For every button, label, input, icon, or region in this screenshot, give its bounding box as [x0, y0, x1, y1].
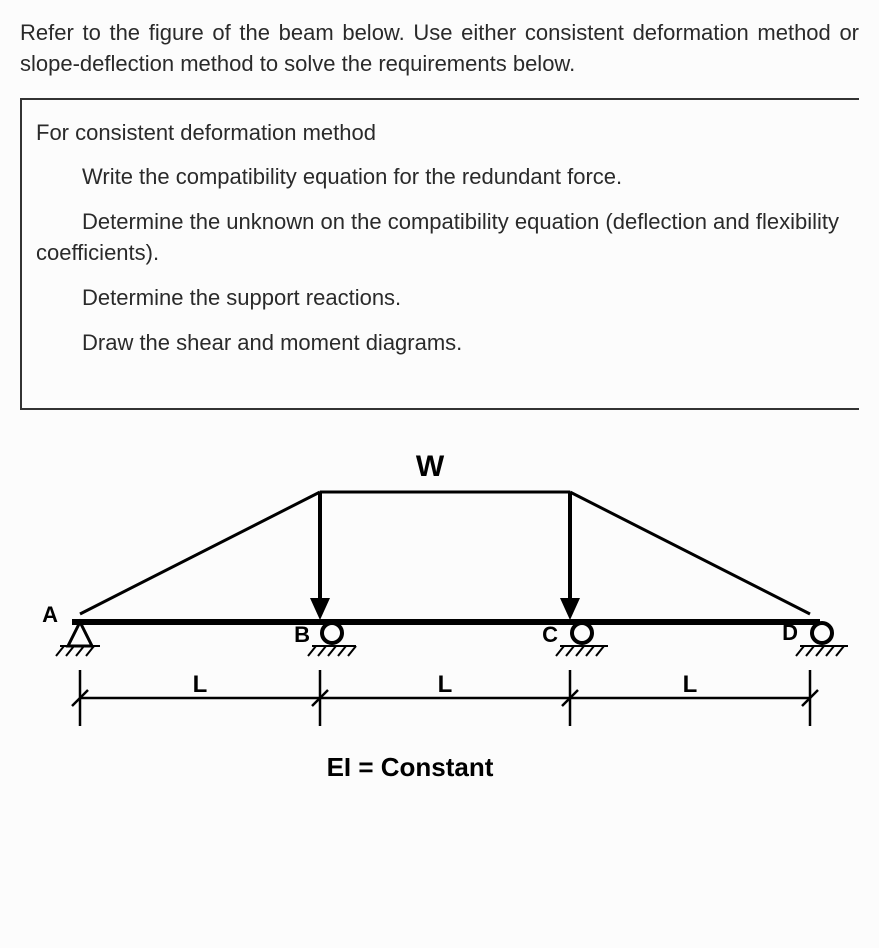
support-D	[796, 623, 848, 656]
intro-text: Refer to the figure of the beam below. U…	[20, 18, 859, 80]
span-label-2: L	[437, 671, 452, 698]
beam-figure: W A B C	[20, 446, 859, 806]
load-edge-left	[80, 492, 320, 614]
ei-label: EI = Constant	[326, 752, 493, 782]
node-label-A: A	[42, 602, 58, 627]
box-item-1: Determine the unknown on the compatibili…	[36, 207, 845, 269]
node-label-B: B	[294, 622, 310, 647]
load-arrow-C	[560, 492, 580, 620]
box-item-0: Write the compatibility equation for the…	[36, 162, 845, 193]
node-label-D: D	[782, 620, 798, 645]
node-label-C: C	[542, 622, 558, 647]
load-edge-right	[570, 492, 810, 614]
support-A	[56, 622, 100, 656]
box-item-3: Draw the shear and moment diagrams.	[36, 328, 845, 359]
load-arrow-B	[310, 492, 330, 620]
load-label: W	[415, 450, 444, 483]
support-B	[308, 623, 356, 656]
span-label-1: L	[192, 671, 207, 698]
support-C	[556, 623, 608, 656]
box-title: For consistent deformation method	[36, 118, 845, 149]
method-box: For consistent deformation method Write …	[20, 98, 859, 411]
span-label-3: L	[682, 671, 697, 698]
box-item-2: Determine the support reactions.	[36, 283, 845, 314]
